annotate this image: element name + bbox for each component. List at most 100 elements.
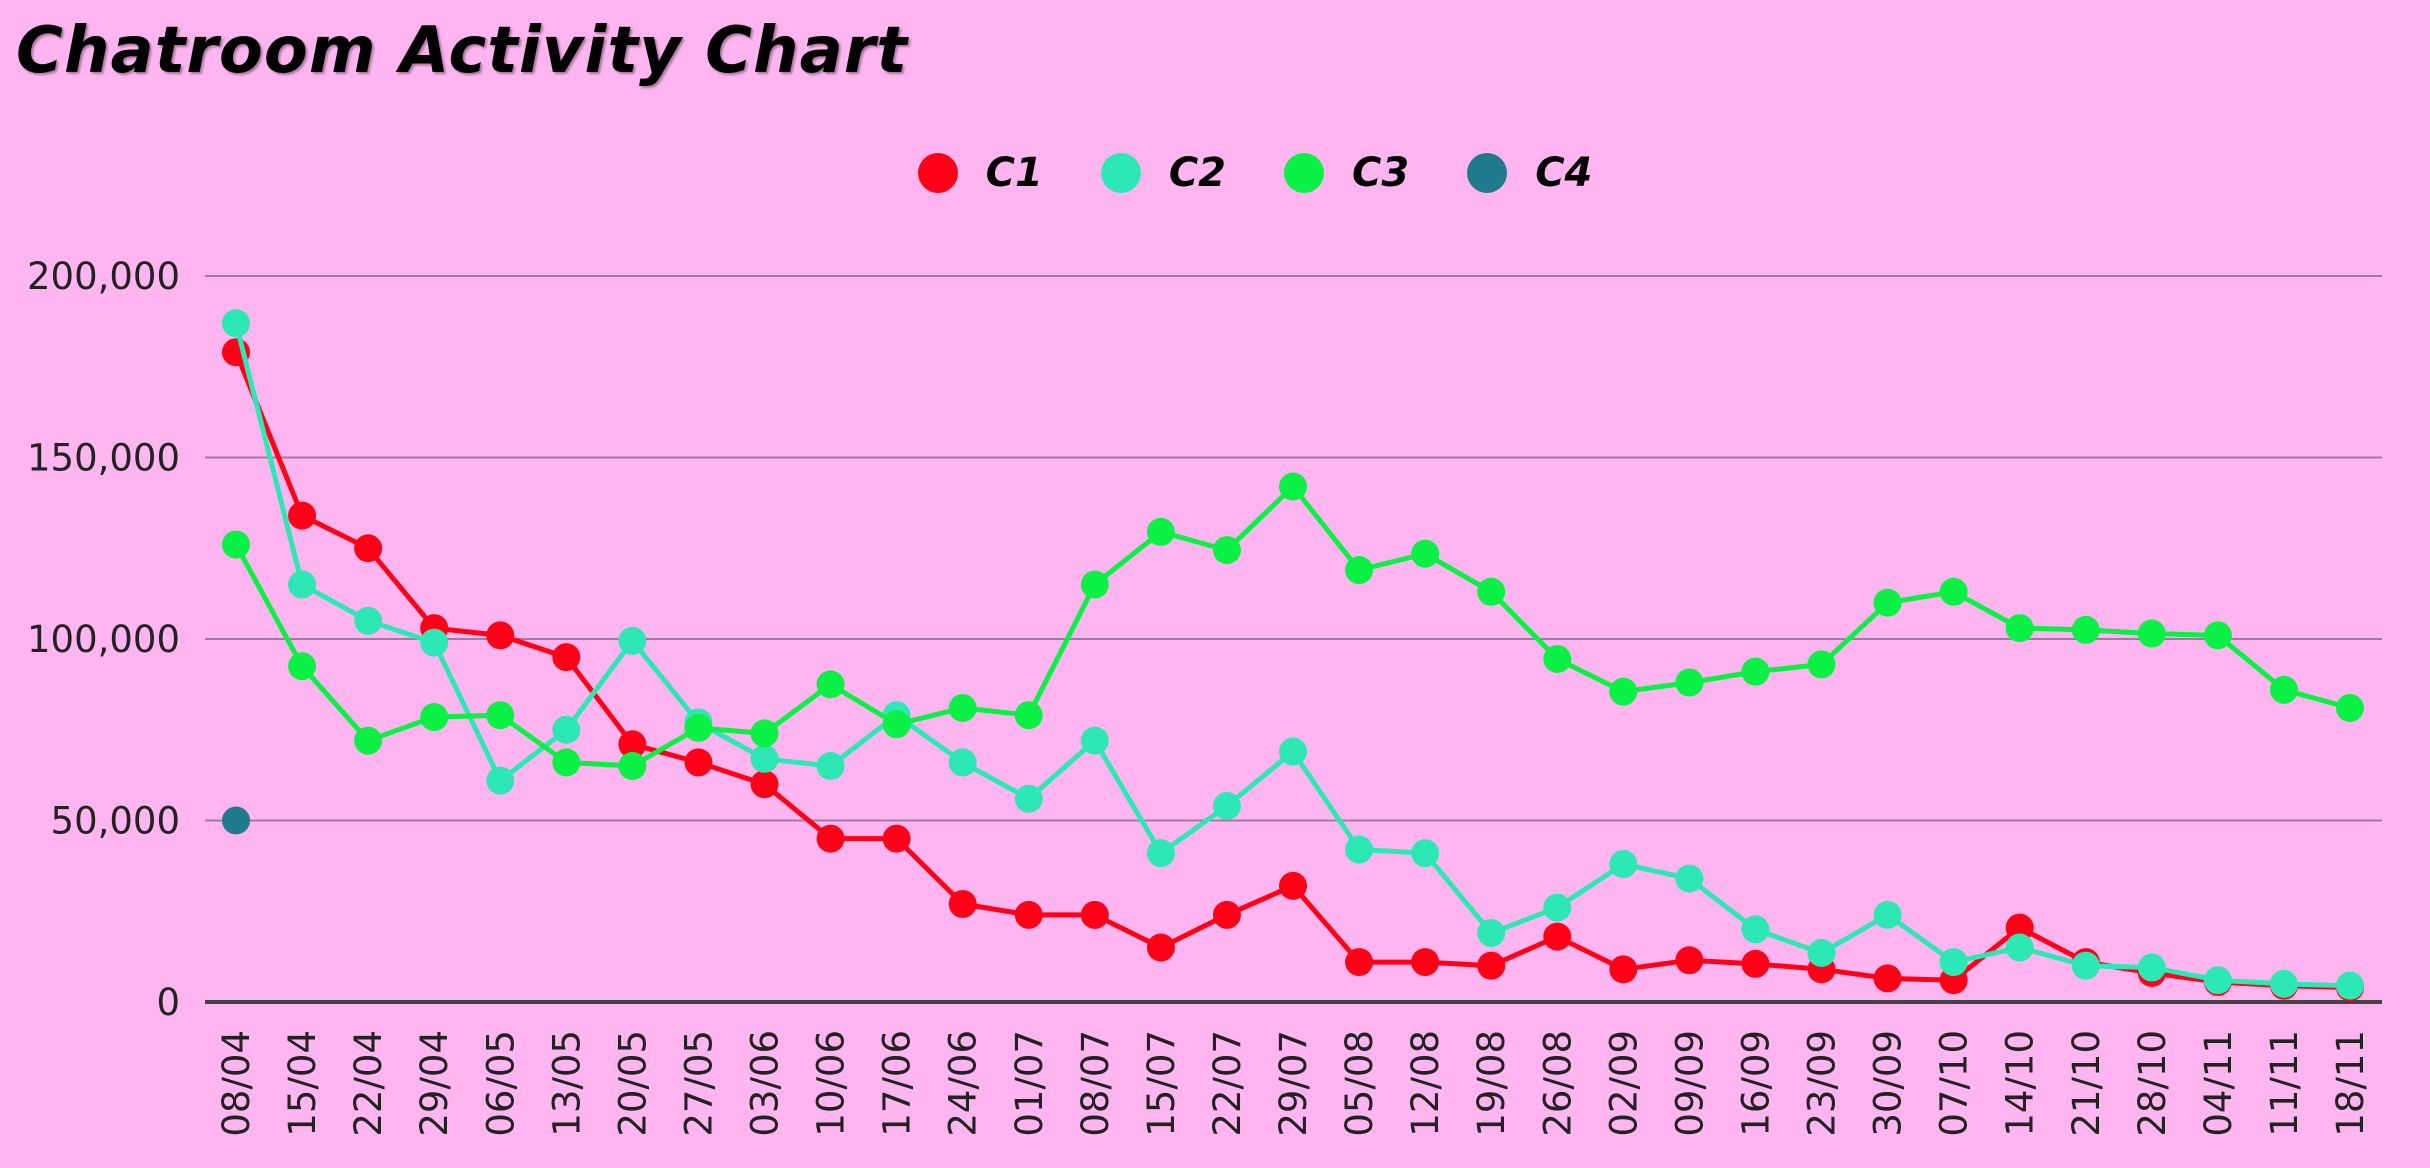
data-point-c2	[354, 606, 383, 635]
data-point-c1	[288, 501, 317, 530]
data-point-c3	[1807, 650, 1836, 679]
data-point-c1	[1543, 922, 1572, 951]
data-point-c2	[750, 744, 779, 773]
data-point-c3	[2269, 675, 2298, 704]
x-tick-label: 18/11	[2329, 1030, 2372, 1137]
data-point-c3	[222, 530, 250, 559]
data-point-c1	[1609, 955, 1638, 984]
x-tick-label: 15/04	[281, 1030, 324, 1137]
data-point-c1	[1146, 933, 1175, 962]
data-point-c2	[1939, 948, 1968, 977]
legend-marker-c1	[917, 153, 958, 193]
x-tick-label: 05/08	[1338, 1030, 1381, 1137]
data-point-c3	[750, 719, 779, 748]
x-tick-label: 29/04	[413, 1030, 456, 1137]
x-tick-label: 08/07	[1074, 1030, 1117, 1137]
data-point-c2	[2336, 971, 2364, 1000]
data-point-c1	[1345, 948, 1374, 977]
data-point-c4	[222, 806, 250, 835]
data-point-c3	[1675, 668, 1704, 697]
legend-item-c3[interactable]: C3	[1284, 150, 1409, 196]
legend-label-c2: C2	[1168, 150, 1226, 196]
data-point-c2	[2005, 933, 2034, 962]
data-point-c2	[486, 766, 515, 795]
data-point-c1	[1279, 871, 1307, 900]
data-point-c2	[2071, 951, 2100, 980]
x-tick-label: 14/10	[1999, 1030, 2042, 1137]
data-point-c1	[750, 770, 779, 799]
x-tick-label: 22/04	[347, 1030, 390, 1137]
data-point-c1	[1080, 900, 1109, 929]
x-tick-label: 21/10	[2065, 1030, 2108, 1137]
y-tick-label: 200,000	[27, 255, 180, 298]
data-point-c3	[486, 701, 515, 730]
data-point-c1	[948, 889, 977, 918]
data-point-c1	[1212, 900, 1241, 929]
data-point-c2	[1080, 726, 1109, 755]
data-point-c3	[1345, 556, 1374, 585]
data-point-c3	[882, 710, 911, 739]
x-tick-label: 29/07	[1272, 1030, 1315, 1137]
data-point-c2	[288, 570, 317, 599]
data-point-c1	[882, 824, 911, 853]
data-point-c2	[1873, 900, 1902, 929]
data-point-c2	[1477, 919, 1506, 948]
data-point-c1	[2005, 913, 2034, 942]
legend-item-c4[interactable]: C4	[1467, 150, 1592, 196]
data-point-c2	[1014, 784, 1043, 813]
data-point-c2	[1543, 893, 1572, 922]
x-tick-label: 07/10	[1933, 1030, 1976, 1137]
x-tick-label: 06/05	[479, 1030, 522, 1137]
x-tick-label: 27/05	[677, 1030, 720, 1137]
data-point-c1	[816, 824, 845, 853]
data-point-c2	[2137, 953, 2166, 982]
data-point-c2	[552, 715, 581, 744]
data-point-c3	[1146, 517, 1175, 546]
data-point-c3	[288, 652, 317, 681]
legend-marker-c2	[1100, 153, 1141, 193]
data-point-c3	[1279, 472, 1307, 501]
x-tick-label: 01/07	[1008, 1030, 1051, 1137]
x-tick-label: 17/06	[876, 1030, 919, 1137]
legend-marker-c4	[1467, 153, 1508, 193]
data-point-c3	[1014, 701, 1043, 730]
data-point-c2	[948, 748, 977, 777]
data-point-c1	[354, 534, 383, 563]
legend-label-c3: C3	[1352, 150, 1410, 196]
x-tick-label: 28/10	[2131, 1030, 2174, 1137]
x-tick-label: 03/06	[744, 1030, 787, 1137]
data-point-c3	[618, 752, 647, 781]
legend-item-c2[interactable]: C2	[1100, 150, 1226, 196]
data-point-c1	[552, 643, 581, 672]
data-point-c3	[354, 726, 383, 755]
data-point-c3	[1609, 677, 1638, 706]
y-tick-label: 0	[156, 981, 180, 1024]
data-point-c3	[552, 748, 581, 777]
data-point-c3	[1543, 644, 1572, 673]
x-tick-label: 13/05	[545, 1030, 588, 1137]
data-point-c3	[420, 703, 449, 732]
x-tick-label: 23/09	[1801, 1030, 1844, 1137]
data-point-c2	[1807, 938, 1836, 967]
x-tick-label: 12/08	[1404, 1030, 1447, 1137]
x-tick-label: 24/06	[942, 1030, 985, 1137]
data-point-c2	[1609, 850, 1638, 879]
legend-label-c1: C1	[985, 150, 1043, 196]
x-tick-label: 20/05	[611, 1030, 654, 1137]
data-point-c2	[1741, 915, 1770, 944]
x-tick-label: 22/07	[1206, 1030, 1249, 1137]
data-point-c1	[684, 748, 713, 777]
data-point-c3	[684, 713, 713, 742]
data-point-c2	[816, 752, 845, 781]
data-point-c2	[1146, 839, 1175, 868]
x-tick-label: 26/08	[1536, 1030, 1579, 1137]
data-point-c3	[2336, 693, 2364, 722]
y-tick-label: 100,000	[27, 618, 180, 661]
legend-item-c1[interactable]: C1	[917, 150, 1043, 196]
data-point-c1	[1741, 949, 1770, 978]
data-point-c1	[618, 730, 647, 759]
data-point-c3	[1212, 536, 1241, 565]
data-point-c2	[1345, 835, 1374, 864]
data-point-c3	[2005, 614, 2034, 643]
